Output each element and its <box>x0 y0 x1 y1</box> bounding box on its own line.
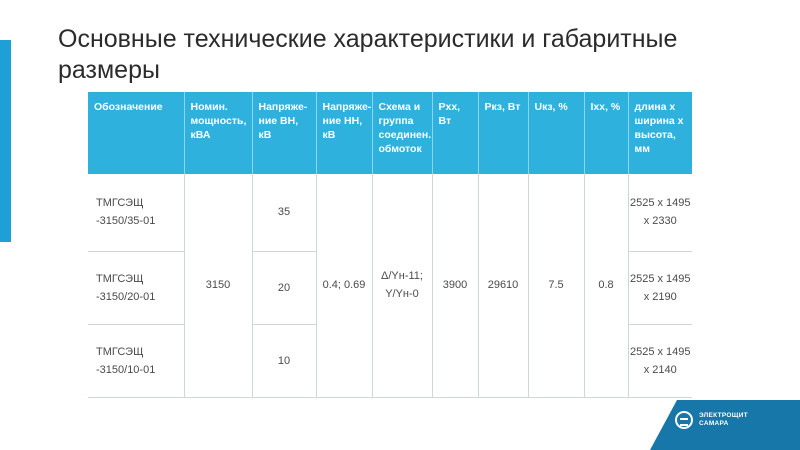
table-row: ТМГСЭЩ -3150/10-01 10 2525 х 1495 х 2140 <box>88 324 692 398</box>
header-ixx: Iхх, % <box>584 92 629 174</box>
cell-ixx: 0.8 <box>584 174 629 398</box>
cell-dims: 2525 х 1495 х 2140 <box>628 324 692 398</box>
header-designation: Обозначение <box>88 92 185 174</box>
cell-dims: 2525 х 1495 х 2330 <box>628 174 692 252</box>
header-ukz: Uкз, % <box>528 92 585 174</box>
logo-line-2: САМАРА <box>699 420 729 427</box>
header-power: Номин. мощность, кВА <box>184 92 253 174</box>
cell-ukz: 7.5 <box>528 174 585 398</box>
cell-designation: ТМГСЭЩ -3150/20-01 <box>88 251 185 325</box>
logo-line-1: ЭЛЕКТРОЩИТ <box>699 412 748 419</box>
cell-designation: ТМГСЭЩ -3150/35-01 <box>88 174 185 252</box>
header-lv: Напряже-ние НН, кВ <box>316 92 373 174</box>
left-accent-bar <box>0 40 11 242</box>
cell-hv: 35 <box>252 174 317 252</box>
header-pkz: Ркз, Вт <box>478 92 529 174</box>
spec-table: Обозначение Номин. мощность, кВА Напряже… <box>88 92 692 398</box>
cell-hv: 20 <box>252 251 317 325</box>
cell-pxx: 3900 <box>432 174 479 398</box>
cell-dims: 2525 х 1495 х 2190 <box>628 251 692 325</box>
cell-designation: ТМГСЭЩ -3150/10-01 <box>88 324 185 398</box>
cell-power: 3150 <box>184 174 253 398</box>
company-logo-text: ЭЛЕКТРОЩИТ САМАРА <box>699 412 789 428</box>
table-row: ТМГСЭЩ -3150/35-01 3150 35 0.4; 0.69 Δ/Y… <box>88 174 692 398</box>
header-scheme: Схема и группа соединен. обмоток <box>372 92 433 174</box>
cell-scheme: Δ/Yн-11; Y/Yн-0 <box>372 174 433 398</box>
header-dims: длина х ширина х высота, мм <box>628 92 692 174</box>
logo-band <box>650 400 800 450</box>
cell-hv: 10 <box>252 324 317 398</box>
cell-lv: 0.4; 0.69 <box>316 174 373 398</box>
header-hv: Напряже-ние ВН, кВ <box>252 92 317 174</box>
cell-pkz: 29610 <box>478 174 529 398</box>
header-pxx: Рхх, Вт <box>432 92 479 174</box>
company-logo-icon <box>675 411 693 429</box>
table-row: ТМГСЭЩ -3150/20-01 20 2525 х 1495 х 2190 <box>88 251 692 325</box>
page-title: Основные технические характеристики и га… <box>58 25 678 84</box>
table-header-row: Обозначение Номин. мощность, кВА Напряже… <box>88 92 692 174</box>
